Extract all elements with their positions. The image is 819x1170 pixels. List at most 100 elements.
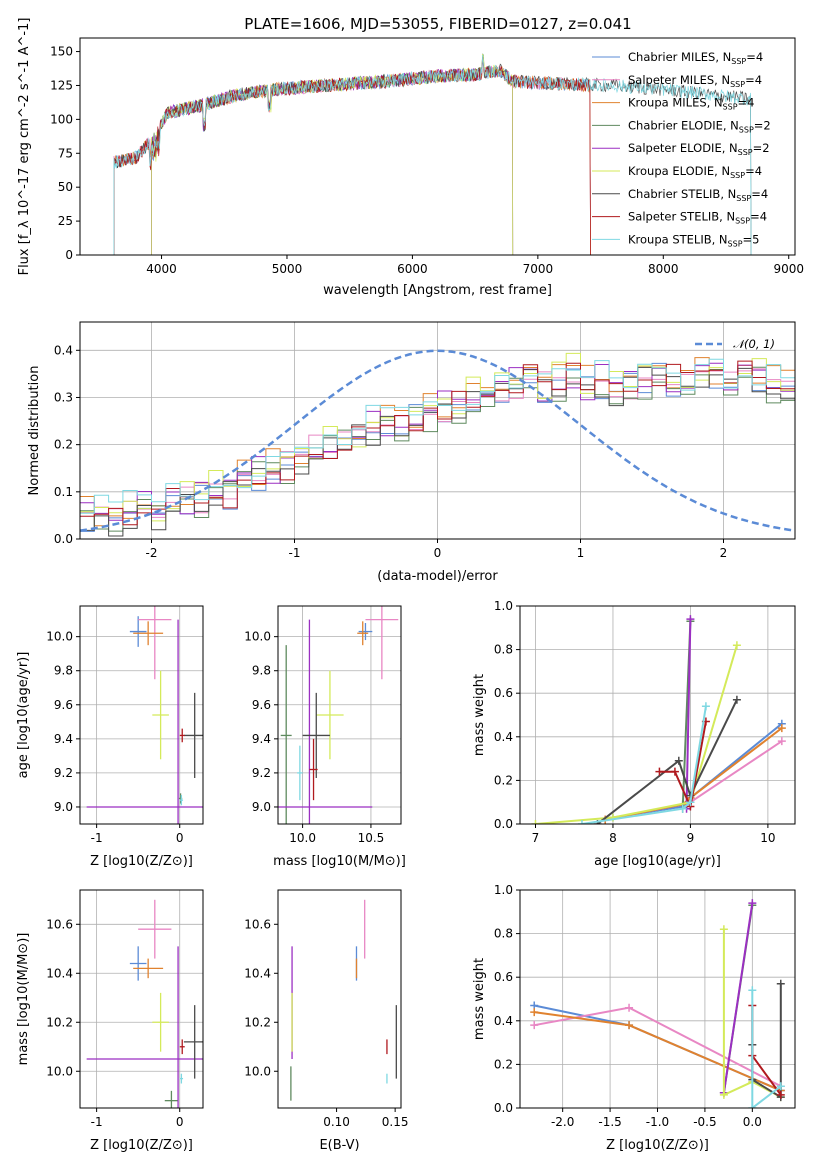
y-tick-label: 1.0 (494, 883, 513, 897)
series-marker (776, 979, 785, 988)
x-tick-label: 0 (176, 831, 184, 845)
y-axis-label: mass weight (472, 958, 487, 1040)
legend-label: Salpeter MILES, NSSP=4 (628, 73, 762, 89)
x-tick-label: 10.0 (289, 831, 316, 845)
x-tick-label: 5000 (272, 262, 303, 276)
y-axis-label: Normed distribution (27, 366, 42, 496)
legend-label-tail: =5 (743, 232, 760, 246)
legend-label-tail: =4 (738, 96, 755, 110)
x-tick-label: 6000 (397, 262, 428, 276)
y-tick-label: 9.4 (252, 732, 271, 746)
plot-area-age-vs-mass (278, 606, 399, 824)
series-marker (530, 1021, 539, 1030)
y-tick-label: 10.0 (244, 630, 271, 644)
legend-label-sub: SSP (738, 148, 753, 157)
y-tick-label: 50 (58, 180, 73, 194)
axes-frame (277, 889, 402, 1109)
legend-label-text: Kroupa STELIB, N (628, 232, 728, 246)
series-marker (748, 899, 757, 908)
series-marker (732, 641, 741, 650)
axes-frame (79, 889, 204, 1109)
x-tick-label: 8 (609, 831, 617, 845)
figure-title: PLATE=1606, MJD=53055, FIBERID=0127, z=0… (244, 15, 631, 33)
y-tick-label: 0.8 (494, 643, 513, 657)
legend-label: Kroupa ELODIE, NSSP=4 (628, 164, 762, 180)
y-tick-label: 9.8 (54, 664, 73, 678)
legend-label: Chabrier MILES, NSSP=4 (628, 50, 763, 66)
y-tick-label: 9.8 (252, 664, 271, 678)
y-axis-label: age [log10(age/yr)] (16, 652, 31, 779)
series-line (535, 644, 738, 824)
axes-frame-mass-vs-EBV: 0.10 0.15 10.0 10.2 10.4 10.6 (244, 889, 409, 1129)
y-tick-label: 10.4 (244, 966, 271, 980)
legend-label: Kroupa STELIB, NSSP=5 (628, 232, 759, 248)
x-tick-label: 1 (577, 546, 585, 560)
histogram-step (80, 357, 795, 539)
y-tick-label: 150 (50, 45, 73, 59)
x-tick-label: -1.0 (646, 1115, 669, 1129)
x-tick-label: 0.10 (323, 1115, 350, 1129)
series-marker (776, 1082, 785, 1091)
panel-mass-vs-EBV: 0.10 0.15 10.0 10.2 10.4 10.6 E(B-V) (244, 889, 409, 1153)
legend-label-text: Salpeter STELIB, N (628, 210, 735, 224)
legend-label-text: Chabrier ELODIE, N (628, 118, 739, 132)
legend-label-tail: =4 (745, 164, 762, 178)
y-tick-label: 1.0 (494, 599, 513, 613)
histogram-step (80, 362, 795, 539)
series-marker (732, 695, 741, 704)
legend-label: Kroupa MILES, NSSP=4 (628, 96, 754, 112)
axes-frame-weight-vs-Z: -2.0 -1.5 -1.0 -0.5 0.0 0.0 0.2 0.4 0.6 0.8 1.0 (494, 883, 796, 1129)
series-marker (625, 1003, 634, 1012)
panel-age-vs-mass: 10.0 10.5 9.0 9.2 9.4 9.6 9.8 10.0 mass [log10(M… (244, 605, 406, 869)
histogram-step (80, 366, 795, 539)
legend-label-text: Kroupa ELODIE, N (628, 164, 730, 178)
y-tick-label: 0.8 (494, 927, 513, 941)
plot-area-spectrum (113, 53, 752, 255)
series-marker (701, 702, 710, 711)
y-tick-label: 0.3 (54, 390, 73, 404)
legend-label-tail: =4 (745, 73, 762, 87)
x-tick-label: -1 (289, 546, 301, 560)
x-tick-label: 9000 (773, 262, 804, 276)
x-tick-label: 7000 (523, 262, 554, 276)
y-tick-label: 10.0 (46, 630, 73, 644)
panel-weight-vs-Z: -2.0 -1.5 -1.0 -0.5 0.0 0.0 0.2 0.4 0.6 0.8 1.0 mas… (472, 883, 796, 1153)
y-tick-label: 10.6 (244, 917, 271, 931)
legend-label-tail: =4 (751, 187, 768, 201)
plot-area-weight-vs-Z (530, 899, 785, 1108)
legend-label-text: Salpeter MILES, N (628, 73, 730, 87)
y-tick-label: 0.4 (54, 343, 73, 357)
series-marker (719, 1090, 728, 1099)
x-axis-label: wavelength [Angstrom, rest frame] (323, 283, 552, 298)
y-tick-label: 10.0 (244, 1064, 271, 1078)
panel-residuals: -2 -1 0 1 2 0.0 0.1 0.2 0.3 0.4 𝒩(0, 1) Normed dist… (27, 321, 796, 584)
y-axis-label: mass weight (472, 674, 487, 756)
legend-label-tail: =2 (753, 141, 770, 155)
series-marker (674, 756, 683, 765)
legend-label-tail: =4 (750, 210, 767, 224)
y-tick-label: 0.4 (494, 730, 513, 744)
x-tick-label: 10.5 (358, 831, 385, 845)
x-tick-label: 8000 (648, 262, 679, 276)
legend-label-tail: =4 (746, 50, 763, 64)
plot-area-residuals (80, 349, 795, 539)
plot-area-age-vs-Z (86, 606, 203, 824)
x-axis-label: (data-model)/error (377, 569, 498, 584)
x-tick-label: 7 (532, 831, 540, 845)
series-line (751, 990, 782, 1108)
y-tick-label: 0.0 (494, 817, 513, 831)
y-tick-label: 10.6 (46, 917, 73, 931)
normal-curve (80, 349, 795, 532)
y-tick-label: 9.0 (252, 800, 271, 814)
x-tick-label: 0 (434, 546, 442, 560)
panel-weight-vs-age: 7 8 9 10 0.0 0.2 0.4 0.6 0.8 1.0 mass weight age [l… (472, 599, 796, 869)
x-tick-label: -1 (91, 831, 103, 845)
legend-label-sub: SSP (739, 125, 754, 134)
legend-label: 𝒩(0, 1) (733, 337, 775, 351)
legend-label-sub: SSP (728, 239, 743, 248)
y-tick-label: 0.6 (494, 970, 513, 984)
legend-label: Chabrier ELODIE, NSSP=2 (628, 118, 771, 134)
y-tick-label: 9.0 (54, 800, 73, 814)
legend-label-sub: SSP (736, 194, 751, 203)
